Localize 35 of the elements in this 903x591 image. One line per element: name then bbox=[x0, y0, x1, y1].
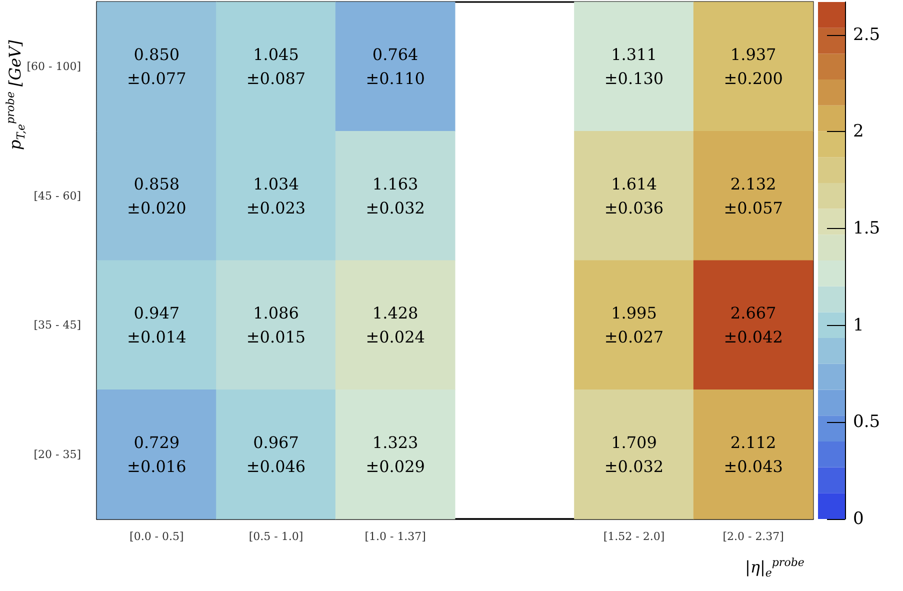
data-label: 2.132 ±0.057 bbox=[724, 174, 783, 218]
y-tick-label: [35 - 45] bbox=[34, 318, 81, 332]
color-bar-label: 2 bbox=[853, 122, 864, 142]
x-tick-label: [0.0 - 0.5] bbox=[130, 530, 184, 543]
data-label: 1.709 ±0.032 bbox=[604, 432, 664, 476]
data-label: 0.729 ±0.016 bbox=[127, 432, 186, 476]
data-label: 1.323 ±0.029 bbox=[366, 432, 425, 476]
color-bar-label: 1.5 bbox=[853, 218, 880, 239]
data-label: 0.967 ±0.046 bbox=[246, 432, 306, 476]
x-tick-label: [1.0 - 1.37] bbox=[364, 530, 426, 543]
data-label: 1.086 ±0.015 bbox=[246, 304, 306, 347]
data-label: 1.311 ±0.130 bbox=[604, 45, 664, 88]
data-label: 1.163 ±0.032 bbox=[366, 174, 425, 218]
data-label: 0.947 ±0.014 bbox=[127, 304, 186, 347]
data-label: 1.937 ±0.200 bbox=[724, 45, 783, 88]
data-label: 2.667 ±0.042 bbox=[724, 304, 783, 347]
y-tick-label: [60 - 100] bbox=[26, 60, 81, 74]
color-bar-label: 0.5 bbox=[853, 412, 880, 432]
data-label: 1.034 ±0.023 bbox=[246, 174, 306, 218]
color-bar-label: 1 bbox=[853, 315, 864, 336]
data-label: 1.428 ±0.024 bbox=[366, 304, 425, 347]
data-label: 1.995 ±0.027 bbox=[604, 304, 664, 347]
color-bar-label: 0 bbox=[853, 509, 864, 529]
data-label: 0.764 ±0.110 bbox=[366, 45, 425, 88]
data-label: 1.614 ±0.036 bbox=[604, 174, 664, 218]
x-tick-label: [2.0 - 2.37] bbox=[722, 530, 784, 543]
y-tick-label: [45 - 60] bbox=[34, 189, 81, 202]
x-tick-label: [1.52 - 2.0] bbox=[603, 530, 665, 543]
y-tick-label: [20 - 35] bbox=[34, 448, 81, 461]
data-label: 0.858 ±0.020 bbox=[127, 174, 186, 218]
data-label: 0.850 ±0.077 bbox=[127, 45, 186, 88]
color-bar-label: 2.5 bbox=[853, 24, 880, 45]
data-label: 1.045 ±0.087 bbox=[246, 45, 306, 88]
x-tick-label: [0.5 - 1.0] bbox=[248, 530, 304, 543]
data-label: 2.112 ±0.043 bbox=[724, 432, 783, 476]
